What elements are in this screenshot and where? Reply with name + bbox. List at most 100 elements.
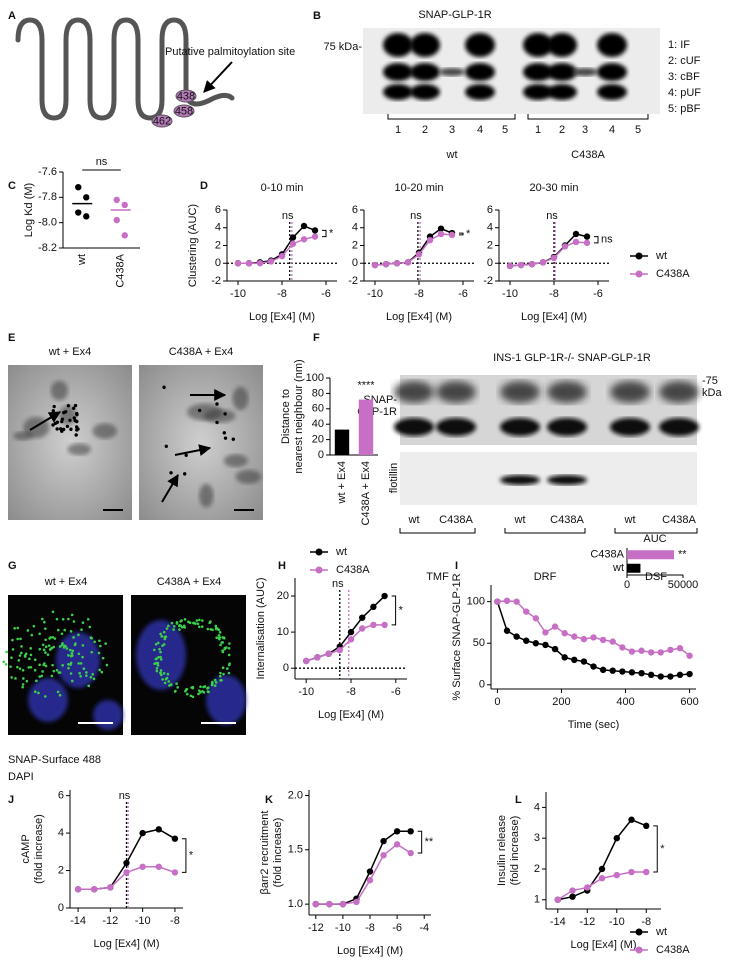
band bbox=[597, 33, 627, 57]
x-tick-label: 50000 bbox=[668, 579, 699, 591]
bracket bbox=[653, 825, 658, 873]
membrane-signal bbox=[82, 667, 86, 671]
significance: **** bbox=[357, 379, 375, 391]
band bbox=[597, 63, 627, 81]
membrane-signal bbox=[209, 620, 212, 623]
data-point bbox=[523, 637, 530, 644]
marker: kDa bbox=[702, 387, 722, 399]
y-tick-label: 0 bbox=[352, 257, 358, 269]
membrane-signal bbox=[198, 618, 201, 622]
legend-marker bbox=[315, 548, 323, 556]
membrane-signal bbox=[167, 624, 170, 628]
gold-particle bbox=[162, 385, 166, 389]
membrane-signal bbox=[67, 617, 70, 621]
receptor-schematic bbox=[15, 17, 235, 121]
membrane-signal bbox=[43, 620, 46, 624]
membrane-signal bbox=[67, 654, 70, 657]
membrane-signal bbox=[191, 695, 195, 699]
lane-label: 4 bbox=[477, 124, 483, 136]
membrane-signal bbox=[68, 648, 72, 652]
legend-label: C438A bbox=[656, 268, 690, 280]
membrane-signal bbox=[98, 668, 101, 672]
data-point bbox=[676, 671, 684, 679]
lane-label: C438A bbox=[662, 514, 696, 526]
y-tick-label: 2 bbox=[534, 863, 540, 875]
data-point bbox=[267, 258, 275, 265]
membrane-signal bbox=[89, 675, 93, 679]
data-point bbox=[366, 877, 374, 884]
data-point bbox=[437, 225, 445, 232]
gold-particle bbox=[61, 427, 66, 432]
membrane-signal bbox=[197, 689, 201, 692]
membrane-signal bbox=[163, 637, 167, 641]
membrane-signal bbox=[200, 625, 204, 629]
band bbox=[383, 63, 413, 81]
band bbox=[500, 418, 540, 436]
stain-label: SNAP-Surface 488 bbox=[8, 754, 101, 766]
x-tick-label: C438A + Ex4 bbox=[360, 461, 372, 526]
y-axis-label: βarr2 recruitment bbox=[259, 811, 271, 895]
membrane-signal bbox=[154, 662, 158, 665]
membrane-signal bbox=[227, 663, 231, 667]
data-point bbox=[139, 863, 146, 870]
panel-letter: H bbox=[278, 560, 286, 572]
y-tick-label: 60 bbox=[312, 403, 324, 415]
membrane-signal bbox=[92, 677, 96, 681]
membrane-signal bbox=[170, 621, 174, 625]
membrane-signal bbox=[56, 690, 60, 694]
data-point bbox=[381, 592, 388, 600]
membrane-signal bbox=[28, 657, 31, 661]
gold-particle bbox=[75, 411, 79, 416]
x-tick-label: wt bbox=[76, 254, 88, 266]
significance: ** bbox=[425, 836, 434, 848]
x-tick-label: -8 bbox=[346, 686, 356, 698]
data-point bbox=[407, 849, 414, 857]
x-tick-label: -10 bbox=[135, 915, 151, 927]
data-point bbox=[245, 260, 253, 267]
band bbox=[465, 84, 495, 100]
lane-label: 2 bbox=[559, 124, 565, 136]
membrane-signal bbox=[163, 681, 167, 685]
group-label: C438A bbox=[571, 149, 605, 161]
data-point bbox=[532, 615, 540, 622]
y-axis-label: cAMP bbox=[20, 834, 32, 863]
membrane-signal bbox=[183, 618, 187, 621]
membrane-signal bbox=[91, 672, 95, 676]
membrane-signal bbox=[40, 617, 44, 621]
membrane-signal bbox=[38, 632, 41, 636]
membrane-signal bbox=[182, 624, 186, 628]
membrane-signal bbox=[79, 662, 83, 665]
data-point bbox=[686, 652, 693, 659]
membrane-signal bbox=[104, 642, 107, 645]
x-tick-label: 600 bbox=[680, 696, 698, 708]
data-point bbox=[83, 213, 90, 220]
data-point bbox=[415, 251, 423, 258]
x-tick-label: -8 bbox=[549, 288, 559, 300]
micrograph-blob bbox=[223, 454, 248, 468]
membrane-signal bbox=[157, 655, 160, 659]
membrane-signal bbox=[217, 634, 221, 637]
membrane-signal bbox=[197, 625, 201, 629]
data-point bbox=[590, 634, 597, 641]
image-label: C438A + Ex4 bbox=[169, 346, 234, 358]
x-tick-label: -10 bbox=[335, 922, 351, 934]
y-axis-label: Insulin release bbox=[496, 815, 508, 886]
y-tick-label: 2 bbox=[352, 239, 358, 251]
membrane-signal bbox=[5, 650, 8, 654]
membrane-signal bbox=[85, 671, 88, 674]
data-point bbox=[561, 630, 568, 637]
membrane-signal bbox=[176, 686, 179, 689]
data-point bbox=[667, 646, 674, 654]
membrane-signal bbox=[223, 646, 227, 650]
legend-label: wt bbox=[655, 926, 667, 938]
data-point bbox=[628, 648, 636, 655]
data-point bbox=[326, 900, 333, 908]
membrane-signal bbox=[178, 624, 181, 627]
y-tick-label: -2 bbox=[483, 275, 493, 287]
data-point bbox=[583, 233, 591, 240]
membrane-signal bbox=[55, 668, 59, 672]
membrane-signal bbox=[175, 622, 179, 625]
membrane-signal bbox=[29, 665, 33, 669]
data-point bbox=[300, 236, 308, 243]
membrane-signal bbox=[206, 627, 210, 631]
